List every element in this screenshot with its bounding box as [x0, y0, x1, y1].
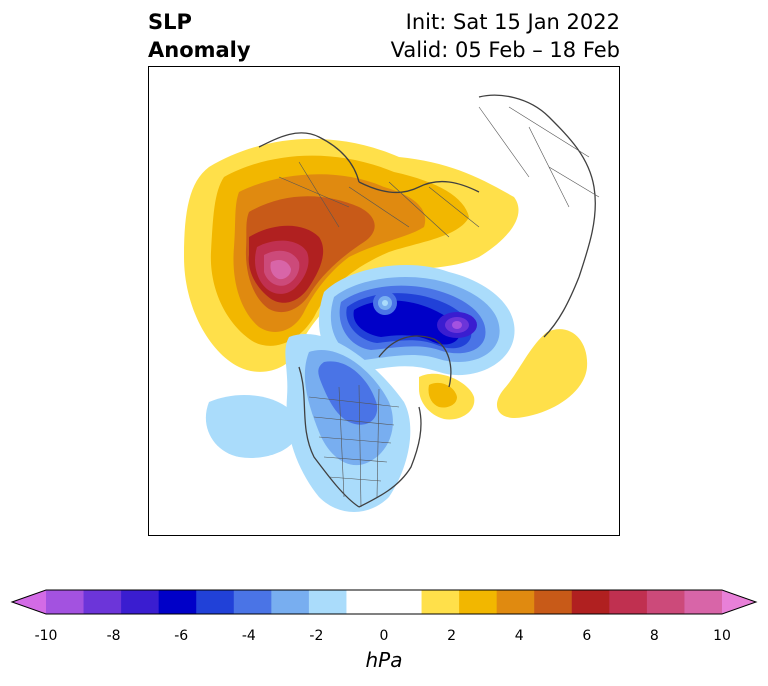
colorbar-segment: [459, 590, 498, 614]
colorbar-segment: [609, 590, 648, 614]
colorbar-segment: [384, 590, 423, 614]
colorbar-segment: [496, 590, 535, 614]
colorbar-segment: [233, 590, 272, 614]
colorbar-tick: 4: [514, 628, 524, 644]
colorbar-min-extension: [12, 590, 46, 614]
slp-anomaly-map: [148, 66, 620, 536]
colorbar-tick: 0: [379, 628, 389, 644]
colorbar-segment: [83, 590, 122, 614]
colorbar-tick: -4: [241, 628, 256, 644]
positive-anomaly-north-pacific: [496, 329, 588, 418]
map-title: SLP Anomaly: [148, 8, 251, 64]
colorbar-segment: [534, 590, 573, 614]
colorbar-max-extension: [722, 590, 756, 614]
init-date: Init: Sat 15 Jan 2022: [405, 10, 620, 34]
title-line-2: Anomaly: [148, 38, 251, 62]
colorbar-segment: [346, 590, 385, 614]
colorbar-tick: -6: [174, 628, 189, 644]
colorbar-segment: [196, 590, 235, 614]
colorbar-tick: 6: [582, 628, 592, 644]
coastlines: [258, 94, 596, 508]
title-line-1: SLP: [148, 10, 192, 34]
colorbar-segment: [646, 590, 685, 614]
colorbar-tick: 10: [713, 628, 731, 644]
colorbar-segment: [684, 590, 723, 614]
colorbar-segment: [121, 590, 160, 614]
colorbar-segment: [46, 590, 85, 614]
colorbar-unit: hPa: [365, 648, 403, 672]
colorbar-tick: 8: [649, 628, 659, 644]
colorbar-segment: [308, 590, 347, 614]
forecast-dates: Init: Sat 15 Jan 2022 Valid: 05 Feb – 18…: [391, 8, 620, 64]
map-canvas: [184, 94, 600, 512]
positive-anomaly-north-atlantic-europe: [184, 138, 519, 372]
negative-anomaly-north-america: [205, 334, 411, 512]
colorbar-segment: [158, 590, 197, 614]
colorbar-segment: [571, 590, 610, 614]
negative-anomaly-arctic-siberia: [318, 264, 515, 376]
colorbar-tick: -2: [309, 628, 324, 644]
colorbar-tick: -8: [106, 628, 121, 644]
valid-dates: Valid: 05 Feb – 18 Feb: [390, 38, 620, 62]
colorbar-tick: -10: [34, 628, 58, 644]
colorbar-segment: [271, 590, 310, 614]
colorbar-segment: [421, 590, 460, 614]
country-borders: [278, 106, 600, 508]
positive-anomaly-bering-alaska: [419, 373, 475, 420]
colorbar-tick: 2: [447, 628, 457, 644]
colorbar: [10, 589, 758, 615]
